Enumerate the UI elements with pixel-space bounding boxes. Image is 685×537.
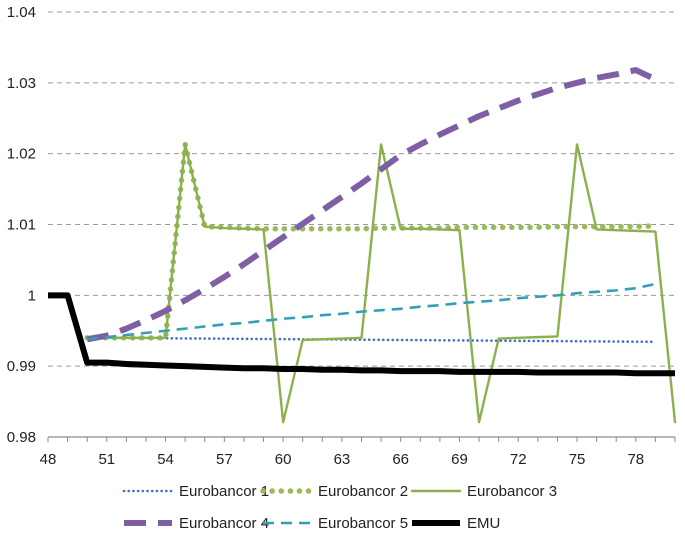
series-line-eurobancor-4 <box>86 67 657 343</box>
legend-label: EMU <box>467 515 500 532</box>
y-tick-label: 1.03 <box>7 75 36 92</box>
series-line-eurobancor-5 <box>87 282 656 341</box>
legend-label: Eurobancor 5 <box>318 515 408 532</box>
x-tick-label: 48 <box>40 451 57 468</box>
legend: Eurobancor 1 Eurobancor 2 Eurobancor 3 Euro… <box>122 483 557 532</box>
x-tick-label: 72 <box>510 451 527 468</box>
legend-item-eurobancor-4: Eurobancor 4 <box>124 515 269 532</box>
y-tick-label: 1 <box>28 287 36 304</box>
x-tick-label: 57 <box>216 451 233 468</box>
series-line-eurobancor-3 <box>85 143 677 424</box>
x-tick-label: 78 <box>627 451 644 468</box>
y-tick-label: 0.99 <box>7 358 36 375</box>
y-axis-tick-labels: 0.98 0.99 1 1.01 1.02 1.03 1.04 <box>7 4 36 446</box>
x-axis: 48 51 54 57 60 63 66 69 72 75 78 <box>40 436 676 468</box>
legend-item-eurobancor-1: Eurobancor 1 <box>122 483 269 500</box>
x-tick-label: 54 <box>157 451 174 468</box>
y-tick-label: 0.98 <box>7 429 36 446</box>
legend-label: Eurobancor 2 <box>318 483 408 500</box>
x-tick-label: 69 <box>451 451 468 468</box>
y-tick-label: 1.02 <box>7 146 36 163</box>
gridlines <box>48 11 675 367</box>
series-line-eurobancor-1 <box>85 336 657 344</box>
x-tick-label: 60 <box>275 451 292 468</box>
legend-label: Eurobancor 3 <box>467 483 557 500</box>
y-tick-label: 1.01 <box>7 217 36 234</box>
x-tick-label: 51 <box>98 451 115 468</box>
legend-label: Eurobancor 4 <box>179 515 269 532</box>
x-tick-label: 63 <box>334 451 351 468</box>
series-lines <box>48 67 677 424</box>
y-tick-label: 1.04 <box>7 4 36 21</box>
series-line-emu <box>48 292 675 377</box>
legend-item-eurobancor-2: Eurobancor 2 <box>260 483 408 500</box>
x-tick-label: 66 <box>392 451 409 468</box>
legend-label: Eurobancor 1 <box>179 483 269 500</box>
legend-item-eurobancor-3: Eurobancor 3 <box>410 483 557 500</box>
x-tick-label: 75 <box>569 451 586 468</box>
legend-item-eurobancor-5: Eurobancor 5 <box>263 515 408 532</box>
legend-item-emu: EMU <box>412 515 500 532</box>
